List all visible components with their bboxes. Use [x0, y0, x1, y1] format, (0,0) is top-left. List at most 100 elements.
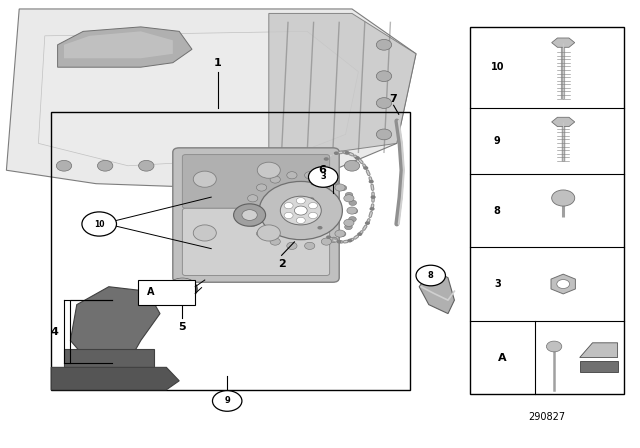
- Circle shape: [355, 156, 360, 160]
- Circle shape: [180, 160, 195, 171]
- Circle shape: [303, 160, 319, 171]
- Circle shape: [376, 98, 392, 108]
- Circle shape: [254, 230, 262, 235]
- Circle shape: [248, 223, 256, 228]
- Polygon shape: [70, 287, 160, 363]
- Circle shape: [344, 151, 349, 155]
- Circle shape: [369, 180, 374, 183]
- Circle shape: [250, 190, 258, 196]
- Text: 3: 3: [321, 172, 326, 181]
- Text: 5: 5: [179, 322, 186, 332]
- Circle shape: [287, 242, 297, 250]
- Polygon shape: [580, 361, 618, 372]
- Circle shape: [376, 71, 392, 82]
- Circle shape: [337, 240, 342, 243]
- Circle shape: [330, 237, 337, 242]
- Text: 8: 8: [428, 271, 433, 280]
- Circle shape: [257, 184, 267, 191]
- Text: 1: 1: [214, 58, 221, 68]
- Circle shape: [345, 192, 353, 198]
- Circle shape: [321, 238, 332, 245]
- Circle shape: [284, 212, 293, 219]
- FancyBboxPatch shape: [138, 280, 195, 305]
- Circle shape: [344, 219, 354, 226]
- Polygon shape: [64, 31, 173, 58]
- Polygon shape: [38, 31, 358, 166]
- Text: 6: 6: [318, 165, 326, 175]
- Circle shape: [348, 239, 353, 242]
- Circle shape: [369, 207, 374, 211]
- Circle shape: [259, 181, 342, 240]
- Text: 2: 2: [278, 259, 285, 269]
- Text: 9: 9: [225, 396, 230, 405]
- Circle shape: [310, 172, 317, 177]
- Circle shape: [56, 160, 72, 171]
- Circle shape: [547, 341, 562, 352]
- Polygon shape: [6, 9, 416, 188]
- Circle shape: [339, 231, 346, 237]
- Text: 3: 3: [494, 279, 500, 289]
- Circle shape: [257, 225, 280, 241]
- Text: 4: 4: [51, 327, 58, 336]
- Circle shape: [82, 212, 116, 236]
- Text: 9: 9: [494, 136, 500, 146]
- Circle shape: [331, 179, 339, 185]
- Circle shape: [309, 197, 314, 201]
- Circle shape: [321, 176, 332, 183]
- Circle shape: [297, 245, 305, 250]
- Text: 7: 7: [390, 94, 397, 103]
- Circle shape: [248, 219, 258, 226]
- Circle shape: [242, 210, 257, 220]
- Circle shape: [308, 212, 317, 219]
- Circle shape: [305, 242, 315, 250]
- Circle shape: [344, 195, 354, 202]
- Circle shape: [363, 166, 368, 170]
- Circle shape: [284, 202, 293, 209]
- Circle shape: [350, 208, 358, 214]
- Circle shape: [334, 151, 339, 155]
- Polygon shape: [419, 269, 454, 314]
- Circle shape: [371, 195, 376, 199]
- Circle shape: [316, 168, 321, 171]
- Polygon shape: [58, 27, 192, 67]
- Circle shape: [270, 238, 280, 245]
- Circle shape: [552, 190, 575, 206]
- Circle shape: [244, 215, 252, 220]
- FancyBboxPatch shape: [182, 208, 330, 276]
- Circle shape: [97, 160, 113, 171]
- Circle shape: [335, 230, 345, 237]
- Circle shape: [257, 162, 280, 178]
- Circle shape: [344, 224, 352, 230]
- FancyBboxPatch shape: [182, 155, 330, 208]
- Circle shape: [193, 225, 216, 241]
- Polygon shape: [552, 117, 575, 127]
- Circle shape: [344, 160, 360, 171]
- Circle shape: [296, 217, 305, 224]
- Circle shape: [244, 207, 252, 212]
- Circle shape: [257, 184, 264, 189]
- Circle shape: [305, 172, 315, 179]
- Circle shape: [248, 195, 258, 202]
- Circle shape: [557, 280, 570, 289]
- Circle shape: [270, 176, 280, 183]
- Circle shape: [349, 216, 356, 222]
- Polygon shape: [269, 13, 416, 161]
- Text: 290827: 290827: [529, 412, 566, 422]
- Polygon shape: [580, 343, 618, 358]
- Polygon shape: [51, 367, 179, 390]
- Text: 10: 10: [94, 220, 104, 228]
- Circle shape: [221, 160, 236, 171]
- Circle shape: [308, 202, 317, 209]
- Circle shape: [310, 182, 316, 185]
- Circle shape: [326, 235, 331, 239]
- Circle shape: [321, 175, 329, 180]
- Circle shape: [246, 198, 253, 204]
- Circle shape: [262, 160, 277, 171]
- Circle shape: [365, 221, 370, 225]
- Circle shape: [376, 39, 392, 50]
- FancyBboxPatch shape: [173, 148, 339, 282]
- Circle shape: [280, 196, 321, 225]
- Circle shape: [317, 226, 323, 229]
- Circle shape: [298, 171, 306, 176]
- Circle shape: [308, 167, 338, 187]
